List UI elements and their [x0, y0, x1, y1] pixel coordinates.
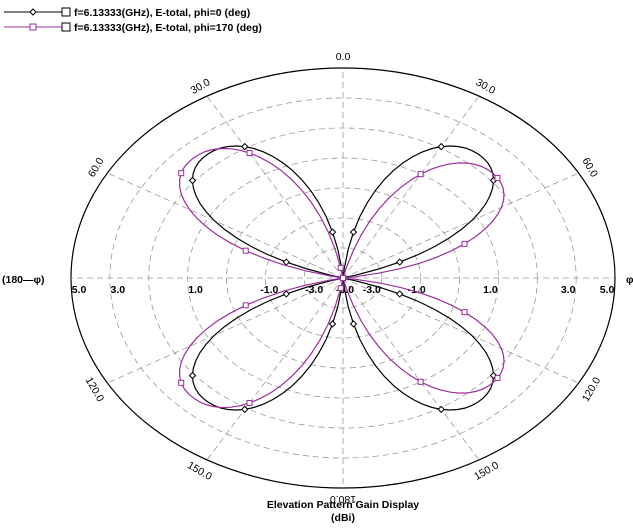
- chart-title: Elevation Pattern Gain Display: [267, 499, 419, 511]
- chart-unit: (dBi): [331, 512, 355, 524]
- legend-entry-1: f=6.13333(GHz), E-total, phi=170 (deg): [74, 22, 262, 34]
- angle-label: 120.0: [83, 375, 107, 404]
- angle-label: 60.0: [86, 156, 107, 180]
- radial-tick-left: 5.0: [72, 284, 87, 296]
- series-0-marker: [241, 405, 249, 414]
- angle-label: 30.0: [189, 76, 213, 97]
- series-0-marker: [241, 142, 249, 151]
- series-0-marker: [437, 405, 445, 414]
- radial-tick-left: -3.0: [305, 284, 323, 296]
- grid-spoke: [342, 172, 579, 279]
- grid-spoke: [342, 277, 480, 461]
- radial-tick-right: 1.0: [483, 284, 498, 296]
- series-0-marker: [282, 258, 290, 266]
- series-1-marker: [242, 302, 249, 309]
- series-1-marker: [178, 379, 185, 386]
- series-0-marker: [437, 142, 445, 151]
- legend-marker-diamond: [29, 8, 37, 16]
- series-0-marker: [396, 258, 404, 266]
- series-1-marker: [340, 275, 346, 281]
- series-0-marker: [188, 371, 197, 380]
- legend-entry-0: f=6.13333(GHz), E-total, phi=0 (deg): [74, 7, 250, 19]
- series-1-marker: [417, 378, 424, 385]
- series-1-marker: [178, 170, 185, 177]
- grid-spoke: [342, 277, 579, 384]
- grid-spoke: [206, 95, 344, 279]
- angle-label: 180.0: [330, 493, 356, 505]
- grid-spoke: [107, 172, 344, 279]
- radial-tick-left: 3.0: [111, 284, 126, 296]
- series-0-marker: [328, 320, 337, 328]
- series-1-marker: [246, 150, 253, 157]
- series-0-marker: [188, 176, 197, 185]
- series-1-marker: [494, 174, 501, 181]
- series-1-marker: [242, 247, 249, 254]
- series-1-marker: [417, 171, 424, 178]
- series-0-marker: [328, 228, 337, 236]
- angle-label: 60.0: [580, 156, 601, 180]
- series-1-marker: [461, 309, 468, 316]
- series-1-marker: [494, 375, 501, 382]
- left-axis-label: (180—φ): [2, 274, 45, 286]
- angle-label: 30.0: [474, 76, 498, 97]
- series-0-marker: [349, 320, 358, 328]
- polar-grid: [70, 67, 616, 489]
- angle-label: 150.0: [185, 459, 214, 483]
- series-0-marker: [282, 290, 290, 298]
- series-0-marker: [349, 228, 358, 236]
- series-1-marker: [337, 264, 344, 271]
- series-traces: [178, 142, 505, 414]
- grid-spoke: [342, 95, 480, 279]
- legend: f=6.13333(GHz), E-total, phi=0 (deg) f=6…: [4, 7, 262, 34]
- angle-label: 150.0: [472, 459, 501, 483]
- grid-spoke: [107, 277, 344, 384]
- radial-tick-right: 3.0: [561, 284, 576, 296]
- series-1-marker: [461, 240, 468, 247]
- series-0-marker: [396, 290, 404, 298]
- radial-tick-right: 5.0: [600, 284, 615, 296]
- radial-tick-left: -1.0: [260, 284, 278, 296]
- series-1-marker: [337, 285, 344, 292]
- series-1-marker: [246, 399, 253, 406]
- legend-marker-square: [29, 23, 37, 31]
- angle-label: 120.0: [580, 375, 604, 404]
- radial-tick-left: 1.0: [188, 284, 203, 296]
- right-axis-label: φ: [626, 274, 633, 286]
- grid-spoke: [206, 277, 344, 461]
- angle-label: 0.0: [336, 51, 351, 63]
